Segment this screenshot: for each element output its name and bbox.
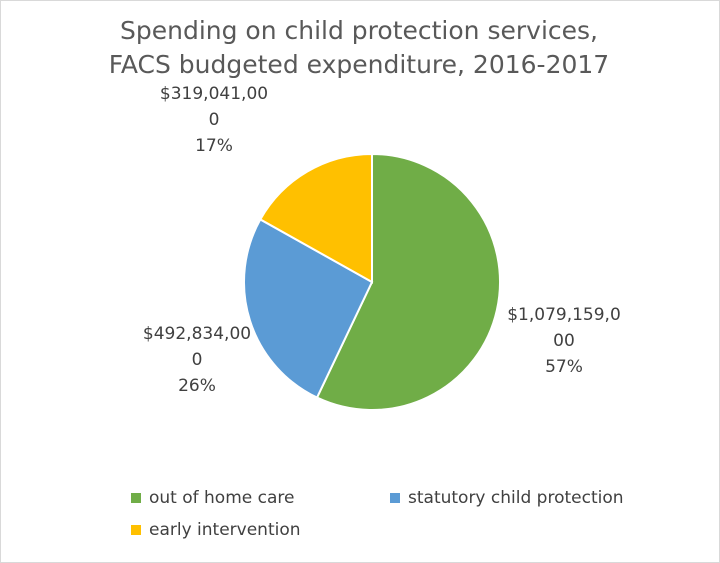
chart-title-line-1: Spending on child protection services, (119, 16, 598, 45)
data-label-value-line-1: $319,041,00 (159, 84, 269, 104)
data-label-value-line-2: 0 (208, 110, 220, 130)
data-label-value-line-2: 00 (553, 331, 575, 351)
data-label-statutory-child-protection: $492,834,00 0 26% (127, 321, 267, 399)
pie-slice-early-intervention (258, 152, 373, 284)
pie-slice-out-of-home-care (315, 152, 501, 411)
chart-title: Spending on child protection services, F… (0, 14, 718, 82)
chart-title-line-2: FACS budgeted expenditure, 2016-2017 (108, 50, 610, 79)
pie-slice-statutory-child-protection (243, 218, 374, 399)
data-label-percent: 26% (178, 376, 216, 396)
data-label-percent: 17% (195, 136, 233, 156)
data-label-value-line-1: $492,834,00 (142, 324, 252, 344)
data-label-percent: 57% (545, 357, 583, 377)
data-label-value-line-2: 0 (191, 350, 203, 370)
data-label-out-of-home-care: $1,079,159,0 00 57% (494, 302, 634, 380)
data-label-value-line-1: $1,079,159,0 (507, 305, 621, 325)
data-label-early-intervention: $319,041,00 0 17% (144, 81, 284, 159)
